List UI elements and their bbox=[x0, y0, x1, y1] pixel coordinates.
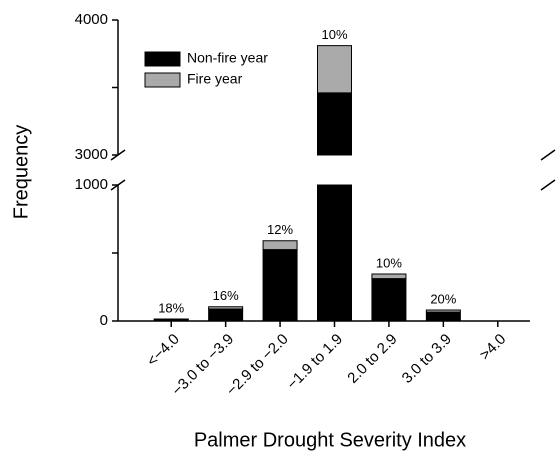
axis-break bbox=[540, 149, 556, 161]
bar-segment bbox=[208, 306, 244, 310]
bar-label: 20% bbox=[430, 291, 456, 306]
bar-label: 12% bbox=[267, 222, 293, 237]
x-tick-label: 3.0 to 3.9 bbox=[399, 331, 455, 387]
bar-segment bbox=[317, 92, 352, 322]
legend-label: Non-fire year bbox=[187, 50, 268, 66]
bar-segment bbox=[208, 308, 244, 322]
bar-label: 10% bbox=[376, 255, 402, 270]
x-tick-label: 2.0 to 2.9 bbox=[344, 331, 400, 387]
bar-label: 16% bbox=[213, 288, 239, 303]
bar-segment bbox=[262, 249, 298, 322]
x-tick-label: >4.0 bbox=[476, 331, 509, 364]
y-tick-label: 4000 bbox=[75, 11, 108, 28]
bar-segment bbox=[262, 240, 298, 251]
legend-swatch bbox=[144, 51, 181, 67]
bar-label: 18% bbox=[158, 300, 184, 315]
y-tick-label: 3000 bbox=[75, 146, 108, 163]
axis-break bbox=[541, 175, 555, 185]
y-tick-label: 0 bbox=[100, 312, 108, 329]
x-tick-label: −1.9 to 1.9 bbox=[284, 331, 346, 393]
axis-break bbox=[540, 179, 556, 191]
bar-segment bbox=[371, 278, 407, 322]
x-axis-title: Palmer Drought Severity Index bbox=[194, 429, 466, 451]
bar-segment bbox=[317, 45, 352, 94]
bar-segment bbox=[425, 311, 461, 322]
legend-swatch bbox=[144, 72, 181, 88]
bar-label: 10% bbox=[321, 27, 347, 42]
y-tick-label: 1000 bbox=[75, 176, 108, 193]
y-axis-title: Frequency bbox=[10, 125, 32, 220]
bar-segment bbox=[371, 273, 407, 280]
x-tick-label: <−4.0 bbox=[144, 331, 183, 370]
bar-segment bbox=[425, 309, 461, 313]
legend-label: Fire year bbox=[187, 71, 243, 87]
